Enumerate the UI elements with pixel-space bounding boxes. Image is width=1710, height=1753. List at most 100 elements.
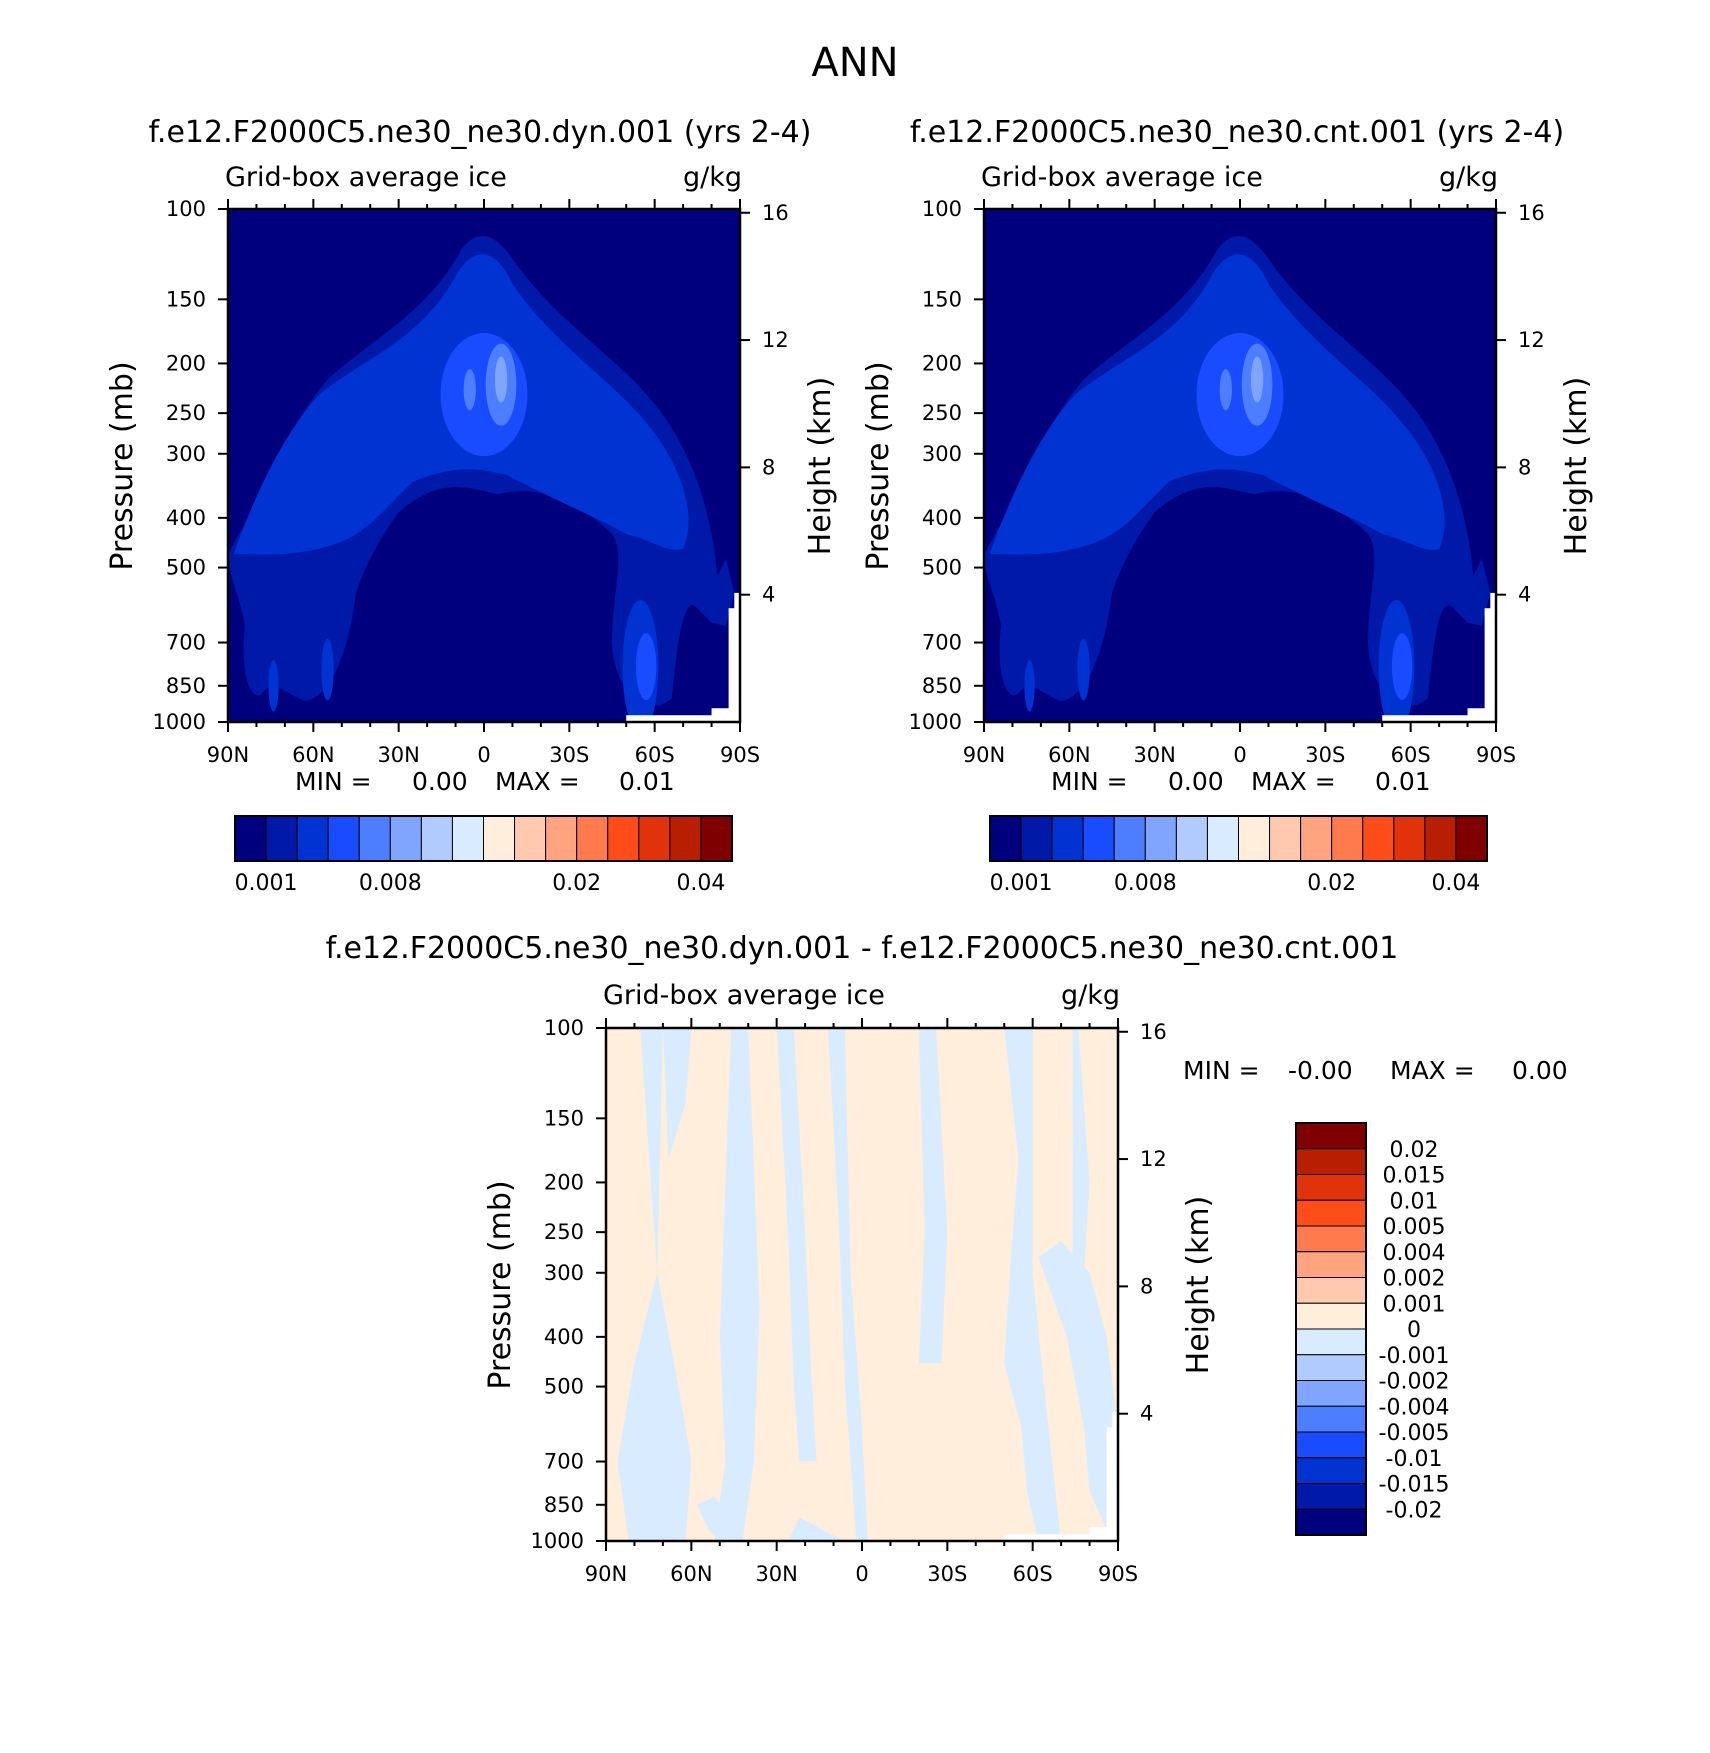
units-label: g/kg bbox=[1061, 980, 1120, 1011]
y-tick-label: 150 bbox=[544, 1106, 584, 1130]
colorbar-swatch bbox=[1295, 1174, 1367, 1201]
colorbar-label: 0.008 bbox=[1114, 871, 1177, 896]
negative-difference-region bbox=[662, 1028, 692, 1159]
colorbar-swatch bbox=[1295, 1380, 1367, 1407]
colorbar-swatch bbox=[1206, 815, 1239, 862]
x-tick-label: 30N bbox=[755, 1562, 797, 1586]
min-label: MIN = bbox=[1183, 1056, 1260, 1085]
y-tick-label: 100 bbox=[544, 1016, 584, 1040]
negative-difference-region bbox=[776, 1028, 817, 1462]
colorbar-label: -0.02 bbox=[1386, 1498, 1443, 1523]
field-area bbox=[984, 209, 1496, 722]
colorbar-swatch bbox=[1331, 815, 1364, 862]
colorbar: 0.001 0.008 0.02 0.04 bbox=[989, 815, 1488, 896]
negative-difference-region bbox=[1038, 1240, 1118, 1530]
colorbar-swatch bbox=[296, 815, 329, 862]
x-tick-label: 90N bbox=[585, 1562, 627, 1586]
colorbar-label: -0.002 bbox=[1379, 1370, 1450, 1395]
colorbar-swatch bbox=[1295, 1302, 1367, 1330]
y2-tick-label: 16 bbox=[762, 201, 789, 225]
contour-level-2 bbox=[1024, 660, 1035, 712]
x-tick-label: 90N bbox=[207, 743, 249, 767]
colorbar-swatch bbox=[1295, 1405, 1367, 1433]
x-tick-label: 30S bbox=[1305, 743, 1345, 767]
colorbar-swatch bbox=[389, 815, 422, 862]
y2-tick-label: 4 bbox=[762, 583, 775, 607]
y2-axis-label: Height (km) bbox=[1181, 1196, 1216, 1375]
colorbar-swatch bbox=[483, 815, 516, 862]
colorbar-swatch bbox=[1238, 815, 1271, 862]
y-tick-label: 300 bbox=[544, 1261, 584, 1285]
colorbar-label: -0.01 bbox=[1386, 1447, 1443, 1472]
colorbar-label: 0.008 bbox=[359, 871, 422, 896]
colorbar-swatch bbox=[1295, 1122, 1367, 1150]
colorbar-label: 0.02 bbox=[1307, 871, 1356, 896]
units-label: g/kg bbox=[683, 162, 742, 193]
y-tick-label: 250 bbox=[166, 401, 206, 425]
colorbar-label: 0 bbox=[1407, 1318, 1421, 1343]
x-tick-label: 60S bbox=[1013, 1562, 1053, 1586]
contour-level-3 bbox=[635, 633, 657, 700]
y-tick-label: 500 bbox=[166, 556, 206, 580]
colorbar-swatch bbox=[1295, 1328, 1367, 1356]
y-tick-label: 700 bbox=[922, 631, 962, 655]
y2-tick-label: 16 bbox=[1140, 1020, 1167, 1044]
y-tick-label: 500 bbox=[922, 556, 962, 580]
colorbar-swatch bbox=[1295, 1354, 1367, 1381]
panel-dyn: f.e12.F2000C5.ne30_ne30.dyn.001 (yrs 2-4… bbox=[105, 115, 838, 896]
contour-level-2 bbox=[1077, 638, 1090, 701]
colorbar-swatch bbox=[1144, 815, 1177, 862]
contour-level-5 bbox=[1250, 356, 1264, 403]
colorbar-swatch bbox=[1455, 815, 1488, 862]
y-tick-label: 300 bbox=[166, 442, 206, 466]
y-axis-label: Pressure (mb) bbox=[105, 361, 140, 570]
colorbar-swatch bbox=[607, 815, 640, 862]
colorbar-label: -0.004 bbox=[1379, 1395, 1450, 1420]
y2-tick-label: 16 bbox=[1518, 201, 1545, 225]
colorbar-swatch bbox=[1295, 1148, 1367, 1175]
contour-level-3 bbox=[1391, 633, 1413, 700]
x-tick-label: 30S bbox=[549, 743, 589, 767]
min-value: -0.00 bbox=[1288, 1056, 1353, 1085]
colorbar-swatch bbox=[1424, 815, 1457, 862]
y-tick-label: 150 bbox=[166, 287, 206, 311]
colorbar-swatch bbox=[545, 815, 578, 862]
y-tick-label: 850 bbox=[544, 1493, 584, 1517]
colorbar-swatch bbox=[1113, 815, 1146, 862]
colorbar-swatch bbox=[1175, 815, 1208, 862]
field-area bbox=[228, 209, 740, 722]
y-tick-label: 700 bbox=[166, 631, 206, 655]
x-tick-label: 90N bbox=[963, 743, 1005, 767]
colorbar-frame bbox=[989, 815, 1488, 862]
x-tick-label: 0 bbox=[1233, 743, 1246, 767]
y-tick-label: 200 bbox=[922, 351, 962, 375]
y2-axis-label: Height (km) bbox=[803, 377, 838, 556]
contour-level-2 bbox=[321, 638, 334, 701]
y-tick-label: 1000 bbox=[909, 710, 962, 734]
colorbar-label: 0.02 bbox=[552, 871, 601, 896]
panel-cnt: f.e12.F2000C5.ne30_ne30.cnt.001 (yrs 2-4… bbox=[861, 115, 1594, 896]
colorbar-swatch bbox=[1269, 815, 1302, 862]
x-tick-label: 30N bbox=[1133, 743, 1175, 767]
y2-tick-label: 12 bbox=[1140, 1147, 1167, 1171]
colorbar-swatch bbox=[1362, 815, 1395, 862]
contour-level-2 bbox=[268, 660, 279, 712]
colorbar-swatch bbox=[576, 815, 609, 862]
x-tick-label: 90S bbox=[1098, 1562, 1138, 1586]
y-axis-label: Pressure (mb) bbox=[483, 1180, 518, 1389]
y2-tick-label: 8 bbox=[1140, 1274, 1153, 1298]
y-axis-label: Pressure (mb) bbox=[861, 361, 896, 570]
y2-tick-label: 4 bbox=[1518, 583, 1531, 607]
max-value: 0.00 bbox=[1512, 1056, 1568, 1085]
y-tick-label: 200 bbox=[166, 351, 206, 375]
colorbar-swatch bbox=[1300, 815, 1333, 862]
y-tick-label: 100 bbox=[166, 197, 206, 221]
x-tick-label: 30N bbox=[377, 743, 419, 767]
contour-level-4 bbox=[1219, 369, 1232, 411]
max-label: MAX = bbox=[495, 767, 580, 796]
colorbar-swatch bbox=[1393, 815, 1426, 862]
units-label: g/kg bbox=[1439, 162, 1498, 193]
missing-data-region bbox=[1382, 592, 1496, 722]
colorbar-swatch bbox=[1082, 815, 1115, 862]
